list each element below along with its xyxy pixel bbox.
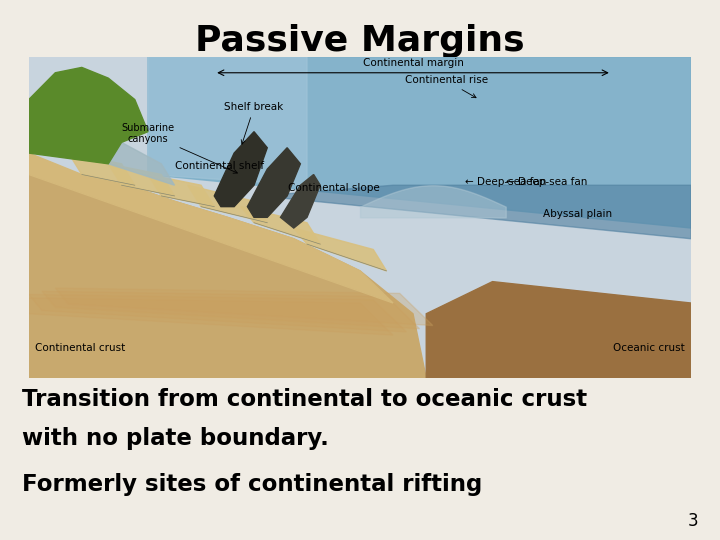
Polygon shape xyxy=(240,207,320,244)
Polygon shape xyxy=(29,153,393,303)
Polygon shape xyxy=(42,291,420,329)
Polygon shape xyxy=(29,294,406,332)
Text: Continental margin: Continental margin xyxy=(363,58,464,69)
Text: Continental rise: Continental rise xyxy=(405,76,487,98)
Polygon shape xyxy=(188,185,267,222)
Polygon shape xyxy=(29,164,426,378)
Text: Shelf break: Shelf break xyxy=(225,102,284,144)
Text: Submarine
canyons: Submarine canyons xyxy=(122,123,238,173)
Text: ← Deep-sea fan: ← Deep-sea fan xyxy=(442,177,546,201)
Polygon shape xyxy=(108,164,174,196)
Text: Formerly sites of continental rifting: Formerly sites of continental rifting xyxy=(22,472,482,496)
Polygon shape xyxy=(148,174,215,207)
Polygon shape xyxy=(55,288,433,326)
Text: Continental shelf: Continental shelf xyxy=(174,161,264,171)
Text: ← Deep-sea fan: ← Deep-sea fan xyxy=(505,177,587,187)
Polygon shape xyxy=(68,153,135,185)
Text: 3: 3 xyxy=(688,512,698,530)
Text: Transition from continental to oceanic crust: Transition from continental to oceanic c… xyxy=(22,388,587,411)
Text: Abyssal plain: Abyssal plain xyxy=(543,210,612,219)
Polygon shape xyxy=(248,148,300,217)
Polygon shape xyxy=(148,57,307,185)
Polygon shape xyxy=(29,68,148,164)
Text: Continental slope: Continental slope xyxy=(287,183,379,193)
Polygon shape xyxy=(108,143,174,185)
Text: with no plate boundary.: with no plate boundary. xyxy=(22,427,328,450)
Text: Continental crust: Continental crust xyxy=(35,343,126,353)
Polygon shape xyxy=(148,57,691,228)
Polygon shape xyxy=(261,185,691,239)
Polygon shape xyxy=(426,282,691,378)
Text: Oceanic crust: Oceanic crust xyxy=(613,343,685,353)
Polygon shape xyxy=(294,228,387,271)
Polygon shape xyxy=(215,132,267,207)
Polygon shape xyxy=(281,174,320,228)
Polygon shape xyxy=(16,298,393,335)
Text: Passive Margins: Passive Margins xyxy=(195,24,525,58)
